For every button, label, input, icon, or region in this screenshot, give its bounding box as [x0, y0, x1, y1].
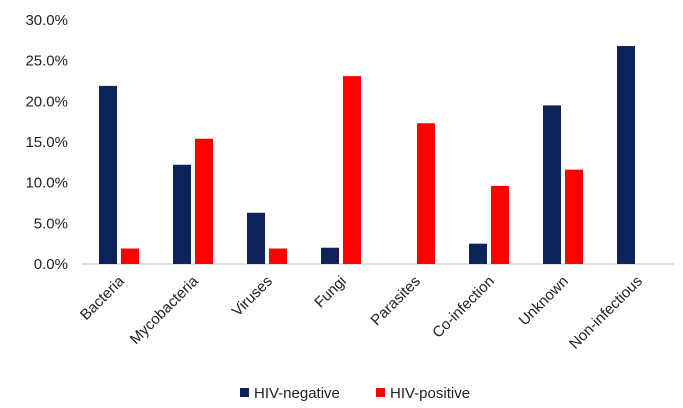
bar-hiv-positive-unknown: [565, 169, 583, 264]
y-tick-label: 10.0%: [25, 175, 68, 192]
bar-hiv-negative-unknown: [543, 105, 561, 265]
legend-label-hiv-positive: HIV-positive: [390, 385, 470, 402]
x-category-label: Viruses: [229, 273, 276, 320]
y-tick-label: 30.0%: [25, 12, 68, 29]
x-category-label: Parasites: [368, 273, 424, 329]
bar-hiv-negative-bacteria: [99, 85, 117, 264]
x-category-label: Non-infectious: [566, 273, 646, 353]
y-tick-label: 5.0%: [34, 215, 68, 232]
y-tick-label: 25.0%: [25, 53, 68, 70]
x-category-label: Fungi: [311, 273, 350, 312]
y-tick-label: 0.0%: [34, 256, 68, 273]
bar-hiv-positive-bacteria: [121, 248, 139, 264]
bar-hiv-negative-mycobacteria: [173, 164, 191, 264]
x-category-label: Unknown: [516, 273, 572, 329]
legend-swatch-hiv-negative: [240, 388, 249, 397]
bar-hiv-positive-co-infection: [491, 185, 509, 264]
legend-swatch-hiv-positive: [376, 388, 385, 397]
bar-hiv-positive-mycobacteria: [195, 138, 213, 264]
x-category-label: Co-infection: [429, 273, 498, 342]
y-tick-label: 15.0%: [25, 134, 68, 151]
bar-hiv-positive-viruses: [269, 248, 287, 264]
y-tick-label: 20.0%: [25, 93, 68, 110]
bar-hiv-positive-parasites: [417, 123, 435, 264]
bar-hiv-positive-fungi: [343, 76, 361, 265]
bar-hiv-negative-co-infection: [469, 243, 487, 264]
x-category-label: Mycobacteria: [127, 272, 203, 348]
bar-hiv-negative-fungi: [321, 247, 339, 264]
bar-hiv-negative-non-infectious: [617, 46, 635, 264]
legend-label-hiv-negative: HIV-negative: [254, 385, 340, 402]
bar-hiv-negative-viruses: [247, 212, 265, 264]
x-category-label: Bacteria: [77, 272, 128, 323]
